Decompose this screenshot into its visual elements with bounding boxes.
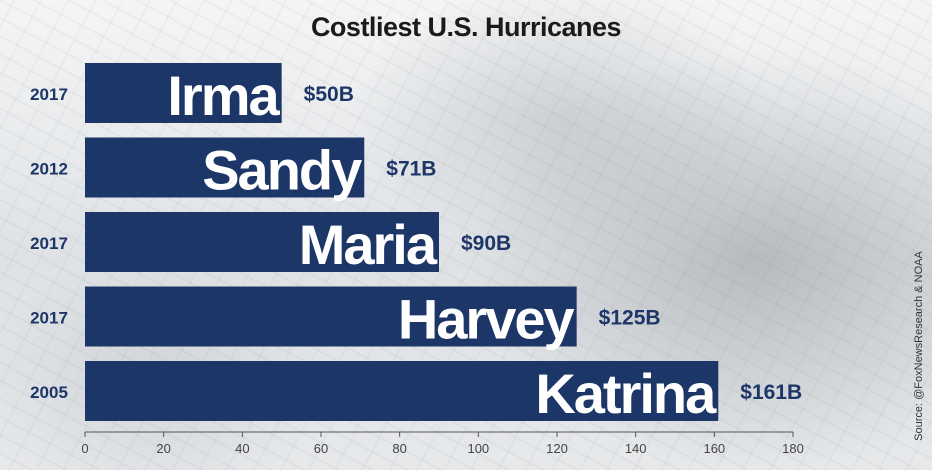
- bar-name-label: Katrina: [535, 362, 717, 425]
- year-label: 2005: [30, 383, 68, 402]
- value-label: $71B: [386, 158, 436, 181]
- bar-name-label: Irma: [167, 64, 280, 127]
- year-label: 2012: [30, 160, 68, 179]
- bar: [85, 137, 365, 198]
- year-label: 2017: [30, 309, 68, 328]
- bar-name-label: Harvey: [398, 288, 575, 351]
- bar: [85, 212, 439, 272]
- x-tick-label: 60: [314, 441, 328, 456]
- x-tick-label: 40: [235, 441, 249, 456]
- value-label: $161B: [740, 381, 802, 404]
- x-tick-label: 160: [703, 441, 725, 456]
- value-label: $90B: [461, 232, 511, 255]
- bar-name-label: Sandy: [202, 139, 362, 202]
- value-label: $125B: [599, 307, 661, 330]
- source-credit: Source: @FoxNewsResearch & NOAA: [913, 251, 925, 441]
- x-tick-label: 0: [81, 441, 88, 456]
- x-tick-label: 120: [546, 441, 568, 456]
- value-label: $50B: [304, 83, 354, 106]
- bar: [85, 361, 719, 421]
- year-label: 2017: [30, 85, 68, 104]
- year-label: 2017: [30, 234, 68, 253]
- bar: [85, 63, 282, 123]
- x-tick-label: 80: [392, 441, 406, 456]
- x-tick-label: 20: [156, 441, 170, 456]
- x-tick-label: 140: [625, 441, 647, 456]
- x-tick-label: 100: [467, 441, 489, 456]
- chart-title: Costliest U.S. Hurricanes: [310, 12, 622, 42]
- bar-name-label: Maria: [299, 213, 438, 276]
- bar: [85, 286, 577, 347]
- x-tick-label: 180: [782, 441, 804, 456]
